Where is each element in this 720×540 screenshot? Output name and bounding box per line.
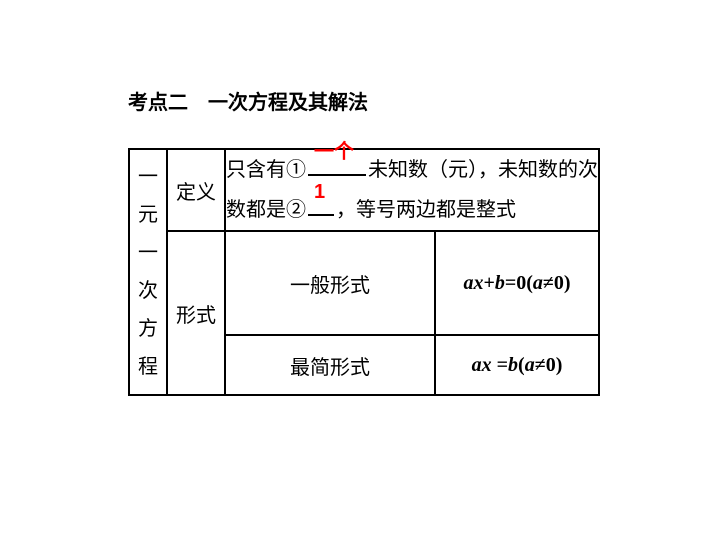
blank-2: 1 — [308, 214, 334, 216]
form-row-1-label: 最简形式 — [290, 357, 370, 379]
form-aspect: 形式 — [176, 305, 216, 327]
form-row-1-expr: ax =b(a≠0) — [472, 354, 563, 376]
definition-content-cell: 只含有①一个未知数（元），未知数的次数都是②1，等号两边都是整式 — [225, 149, 599, 231]
form-row-0-expr-cell: ax+b=0(a≠0) — [435, 231, 599, 335]
definition-aspect: 定义 — [176, 182, 216, 204]
blank-1-fill: 一个 — [314, 132, 354, 172]
blank-2-fill: 1 — [314, 172, 325, 212]
form-row-1-label-cell: 最简形式 — [225, 335, 435, 395]
form-row-0-label: 一般形式 — [290, 275, 370, 297]
section-title: 考点二 一次方程及其解法 — [128, 86, 368, 115]
form-row-0-expr: ax+b=0(a≠0) — [463, 272, 570, 294]
def-post: ，等号两边都是整式 — [336, 199, 516, 221]
def-pre1: 只含有① — [226, 159, 306, 181]
form-aspect-cell: 形式 — [167, 231, 225, 395]
content-table: 一元一次方程 定义 只含有①一个未知数（元），未知数的次数都是②1，等号两边都是… — [128, 148, 600, 396]
topic-text: 一元一次方程 — [130, 150, 166, 394]
definition-aspect-cell: 定义 — [167, 149, 225, 231]
form-row-0-label-cell: 一般形式 — [225, 231, 435, 335]
topic-cell: 一元一次方程 — [129, 149, 167, 395]
form-row-1-expr-cell: ax =b(a≠0) — [435, 335, 599, 395]
